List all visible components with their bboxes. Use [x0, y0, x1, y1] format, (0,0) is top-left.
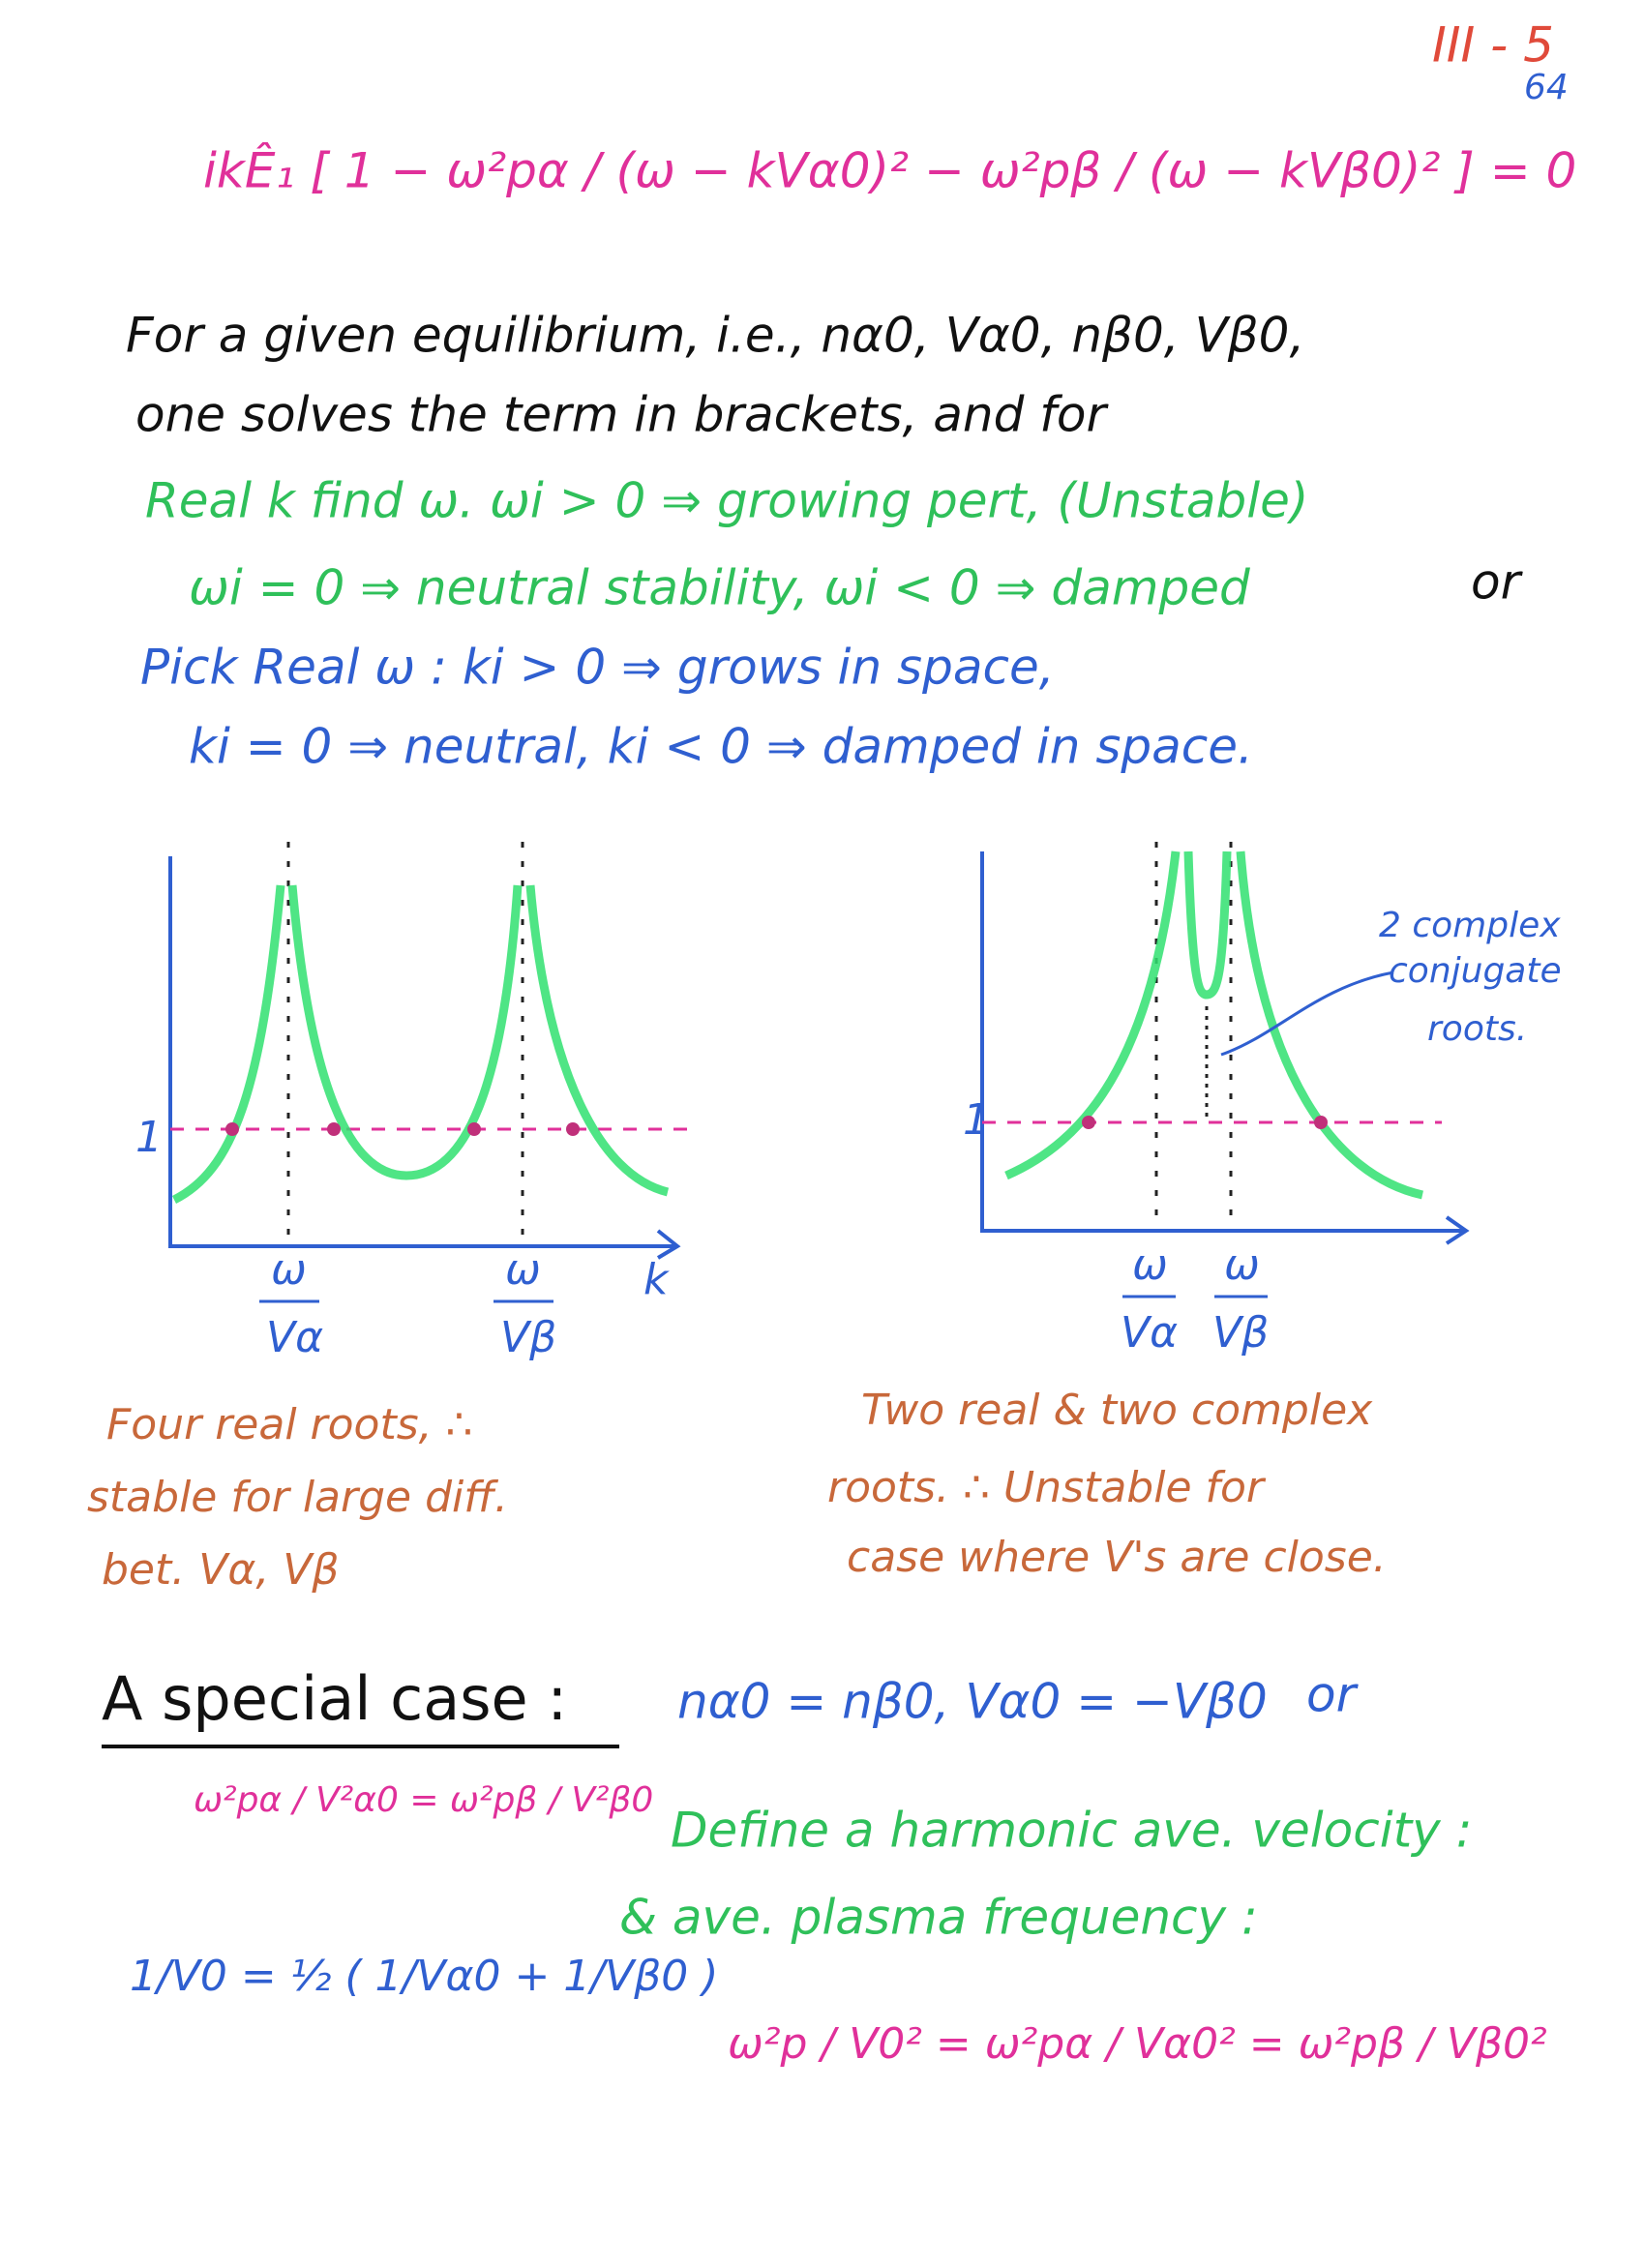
- curve: [171, 884, 285, 1205]
- real-k-line: ωi = 0 ⇒ neutral stability, ωi < 0 ⇒ dam…: [189, 560, 1250, 616]
- caption-line: Four real roots, ∴: [106, 1400, 473, 1449]
- real-omega-line: Pick Real ω : ki > 0 ⇒ grows in space,: [140, 640, 1055, 696]
- roots: [225, 1122, 580, 1136]
- annotation-line: conjugate: [1389, 951, 1562, 991]
- root-dot: [327, 1122, 341, 1136]
- axes: [168, 856, 681, 1260]
- page-subnumber: 64: [1524, 68, 1569, 107]
- curve: [1004, 850, 1181, 1180]
- caption-line: case where V's are close.: [847, 1533, 1387, 1582]
- axes: [980, 851, 1470, 1245]
- root-dot: [225, 1122, 239, 1136]
- root-dot: [1314, 1116, 1328, 1129]
- x-label-num: ω: [505, 1245, 541, 1295]
- or-word: or: [1471, 554, 1524, 611]
- x-label-den: Vα: [1121, 1308, 1178, 1358]
- condition: nα0 = nβ0, Vα0 = −Vβ0: [677, 1674, 1268, 1730]
- real-k-line: Real k find ω. ωi > 0 ⇒ growing pert, (U…: [145, 473, 1308, 529]
- equation: ikÊ₁ [ 1 − ω²pα / (ω − kVα0)² − ω²pβ / (…: [203, 142, 1576, 199]
- plasma-frequency: ω²p / V0² = ω²pα / Vα0² = ω²pβ / Vβ0²: [728, 2019, 1547, 2069]
- curve: [287, 884, 523, 1180]
- root-dot: [467, 1122, 481, 1136]
- curve: [525, 884, 670, 1197]
- roots: [1082, 1116, 1328, 1129]
- define-line: & ave. plasma frequency :: [619, 1890, 1258, 1946]
- or-word: or: [1306, 1667, 1360, 1723]
- annotation-line: 2 complex: [1379, 906, 1561, 945]
- x-label-num: ω: [271, 1245, 307, 1295]
- caption-line: stable for large diff.: [87, 1473, 508, 1522]
- figure-right: [980, 842, 1470, 1298]
- caption-line: roots. ∴ Unstable for: [827, 1463, 1267, 1512]
- paragraph-line: one solves the term in brackets, and for: [135, 387, 1109, 443]
- root-dot: [566, 1122, 580, 1136]
- annotation-line: roots.: [1427, 1009, 1527, 1049]
- page-number: III - 5: [1432, 17, 1554, 74]
- curve: [1236, 850, 1423, 1200]
- heading: A special case :: [102, 1663, 567, 1734]
- caption-line: bet. Vα, Vβ: [102, 1545, 339, 1595]
- curve: [1183, 850, 1232, 1000]
- x-label-num: ω: [1132, 1240, 1168, 1290]
- real-omega-line: ki = 0 ⇒ neutral, ki < 0 ⇒ damped in spa…: [189, 719, 1253, 775]
- y-label: 1: [135, 1113, 163, 1162]
- x-label-den: Vβ: [1212, 1308, 1269, 1358]
- paragraph-line: For a given equilibrium, i.e., nα0, Vα0,…: [126, 308, 1304, 364]
- axis-label: k: [643, 1255, 670, 1304]
- asymptote: [1154, 842, 1233, 1229]
- x-label-num: ω: [1224, 1240, 1260, 1290]
- y-label: 1: [963, 1095, 990, 1145]
- harmonic-velocity: 1/V0 = ½ ( 1/Vα0 + 1/Vβ0 ): [130, 1952, 718, 2001]
- figure-left: [168, 842, 697, 1303]
- x-label-den: Vβ: [500, 1313, 556, 1362]
- annotation-arrow: [1220, 970, 1394, 1057]
- define-line: Define a harmonic ave. velocity :: [671, 1803, 1473, 1859]
- asymptote: [286, 842, 524, 1243]
- equal-frequencies: ω²pα / V²α0 = ω²pβ / V²β0: [194, 1780, 653, 1820]
- root-dot: [1082, 1116, 1095, 1129]
- caption-line: Two real & two complex: [861, 1386, 1373, 1435]
- x-label-den: Vα: [266, 1313, 323, 1362]
